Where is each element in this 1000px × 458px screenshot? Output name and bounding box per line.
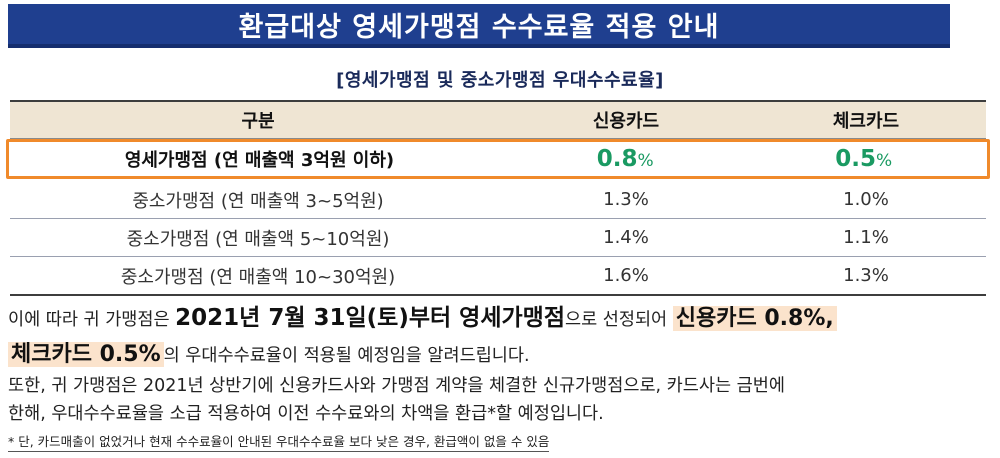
check-rate-value: 0.5 [835, 146, 877, 172]
check-rate-unit: % [876, 151, 893, 171]
footnote: * 단, 카드매출이 없었거나 현재 수수료율이 안내된 우대수수료율 보다 낮… [8, 431, 550, 452]
credit-rate: 1.3% [603, 189, 649, 210]
credit-rate-unit: % [637, 151, 654, 171]
row-label: 영세가맹점 (연 매출액 3억원 이하) [124, 150, 395, 171]
table-title: [영세가맹점 및 중소가맹점 우대수수료율] [336, 70, 664, 91]
credit-rate: 1.6% [603, 265, 649, 286]
notice-text: 의 우대수수료율이 적용될 예정임을 알려드립니다. [163, 345, 530, 366]
header-credit-card: 신용카드 [592, 111, 660, 132]
notice-line-4: 한해, 우대수수료율을 소급 적용하여 이전 수수료와의 차액을 환급*할 예정… [8, 403, 604, 424]
notice-text: 이에 따라 귀 가맹점은 [8, 310, 176, 330]
row-label: 중소가맹점 (연 매출액 10~30억원) [120, 266, 396, 288]
table-row: 중소가맹점 (연 매출액 3~5억원) 1.3% 1.0% [10, 181, 986, 219]
notice-text: 으로 선정되어 [565, 310, 673, 330]
check-rate: 0.5% [744, 146, 983, 172]
check-rate: 1.1% [843, 227, 889, 248]
credit-rate-highlight: 신용카드 0.8%, [672, 306, 837, 331]
check-rate-highlight: 체크카드 0.5% [8, 341, 164, 367]
table-row: 중소가맹점 (연 매출액 5~10억원) 1.4% 1.1% [10, 219, 986, 257]
banner-title: 환급대상 영세가맹점 수수료율 적용 안내 [8, 4, 950, 48]
credit-rate: 1.4% [603, 227, 649, 248]
check-rate: 1.0% [843, 189, 889, 210]
table-header-row: 구분 신용카드 체크카드 [10, 100, 986, 139]
credit-rate: 0.8% [506, 146, 745, 172]
check-rate: 1.3% [843, 265, 889, 286]
rate-table: 구분 신용카드 체크카드 영세가맹점 (연 매출액 3억원 이하) 0.8% 0… [6, 100, 990, 296]
header-category: 구분 [241, 111, 275, 132]
credit-rate-value: 0.8 [596, 146, 638, 172]
row-label: 중소가맹점 (연 매출액 3~5억원) [132, 190, 384, 212]
notice-line-1: 이에 따라 귀 가맹점은 2021년 7월 31일(토)부터 영세가맹점으로 선… [8, 300, 998, 337]
notice-line-2: 체크카드 0.5% 의 우대수수료율이 적용될 예정임을 알려드립니다. [8, 337, 998, 372]
row-label: 중소가맹점 (연 매출액 5~10억원) [126, 228, 390, 250]
notice-body: 이에 따라 귀 가맹점은 2021년 7월 31일(토)부터 영세가맹점으로 선… [8, 300, 998, 428]
table-row: 중소가맹점 (연 매출액 10~30억원) 1.6% 1.3% [10, 257, 986, 296]
notice-line-3: 또한, 귀 가맹점은 2021년 상반기에 신용카드사와 가맹점 계약을 체결한… [8, 375, 785, 396]
header-check-card: 체크카드 [832, 111, 900, 132]
effective-date: 2021년 7월 31일(토)부터 영세가맹점 [175, 305, 565, 331]
highlight-row: 영세가맹점 (연 매출액 3억원 이하) 0.8% 0.5% [6, 139, 990, 179]
